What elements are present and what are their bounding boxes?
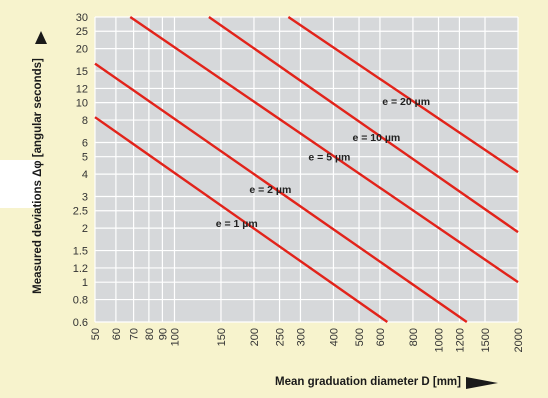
y-tick-label: 4: [82, 169, 88, 181]
x-tick-labels: 50 60 70 80 90 100 150 200 250 300 400 500 600 800 100…: [90, 328, 525, 352]
x-tick-label: 800: [408, 328, 420, 346]
y-tick-labels: 0.6 0.8 1 1.2 1.5 2 2.5 3 4 5 6 8 10 12 15 20 25 30: [73, 12, 88, 329]
series-label: e = 1 µm: [216, 218, 258, 230]
y-tick-label: 8: [82, 115, 88, 127]
x-tick-label: 300: [295, 328, 307, 346]
series-label: e = 20 µm: [382, 96, 430, 108]
y-tick-label: 30: [76, 12, 88, 24]
x-tick-label: 400: [328, 328, 340, 346]
y-tick-label: 0.8: [73, 295, 88, 307]
y-tick-label: 0.6: [73, 317, 88, 329]
x-tick-label: 1500: [480, 328, 492, 352]
y-tick-label: 1.2: [73, 263, 88, 275]
series-label: e = 10 µm: [352, 132, 400, 144]
x-tick-label: 70: [129, 328, 141, 340]
y-tick-label: 2: [82, 223, 88, 235]
y-tick-label: 20: [76, 44, 88, 56]
series-line: [287, 16, 519, 174]
left-white-panel: [0, 160, 40, 208]
x-tick-label: 80: [144, 328, 156, 340]
y-tick-label: 2.5: [73, 206, 88, 218]
x-axis-arrow-icon: [466, 377, 498, 389]
series-lines: [94, 16, 519, 323]
x-tick-label: 1200: [454, 328, 466, 352]
y-tick-label: 6: [82, 137, 88, 149]
y-axis-arrow-icon: [35, 31, 47, 44]
x-tick-label: 150: [216, 328, 228, 346]
y-tick-label: 12: [76, 83, 88, 95]
y-tick-label: 3: [82, 192, 88, 204]
x-tick-label: 100: [169, 328, 181, 346]
y-tick-label: 10: [76, 98, 88, 110]
x-tick-label: 50: [90, 328, 102, 340]
x-tick-label: 1000: [434, 328, 446, 352]
x-tick-label: 200: [249, 328, 261, 346]
y-tick-label: 25: [76, 26, 88, 38]
x-tick-label: 60: [111, 328, 123, 340]
series-line: [129, 16, 519, 284]
x-tick-label: 250: [275, 328, 287, 346]
series-label: e = 2 µm: [249, 184, 291, 196]
x-tick-label: 90: [157, 328, 169, 340]
y-axis-title: Measured deviations Δφ [angular seconds]: [32, 58, 44, 294]
x-tick-label: 500: [354, 328, 366, 346]
y-tick-label: 15: [76, 66, 88, 78]
y-tick-label: 1: [82, 277, 88, 289]
grid: [94, 16, 519, 323]
y-tick-label: 5: [82, 152, 88, 164]
plot-area: [95, 17, 518, 322]
series-line: [94, 116, 389, 323]
x-tick-label: 600: [375, 328, 387, 346]
x-axis-title: Mean graduation diameter D [mm]: [275, 376, 461, 388]
x-tick-label: 2000: [513, 328, 525, 352]
series-labels: e = 1 µm e = 2 µm e = 5 µme = 10 µm e = 20 …: [216, 96, 430, 230]
series-line: [94, 62, 468, 323]
y-tick-label: 1.5: [73, 246, 88, 258]
series-label: e = 5 µm: [308, 151, 350, 163]
series-line: [208, 16, 519, 234]
